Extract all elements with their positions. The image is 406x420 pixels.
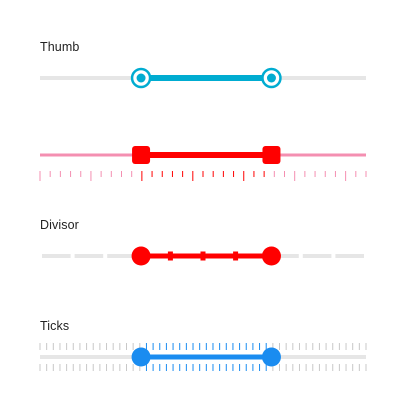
slider-ticks-start-handle[interactable] [131,347,151,367]
slider-scale-end-handle[interactable] [262,146,281,164]
slider-divisor-end-handle[interactable] [261,246,281,266]
slider-thumb-end-handle-dot [266,73,276,83]
slider-thumb-start-handle-dot [136,73,146,83]
slider-scale-start-handle[interactable] [132,146,151,164]
divisor-marker [167,251,173,261]
slider-label-divisor: Divisor [40,218,79,232]
divisor-marker [200,251,206,261]
slider-divisor-start-handle[interactable] [131,246,151,266]
slider-ticks-end-handle[interactable] [261,347,281,367]
slider-label-ticks: Ticks [40,319,70,333]
slider-label-thumb: Thumb [40,40,80,54]
divisor-marker [233,251,239,261]
